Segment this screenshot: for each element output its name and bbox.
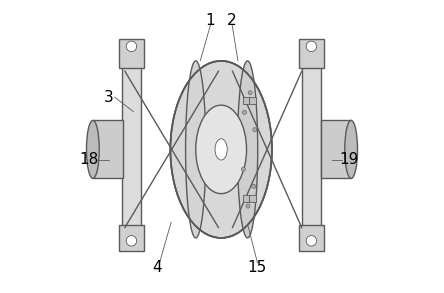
Bar bbox=[242, 97, 249, 104]
Text: 19: 19 bbox=[339, 152, 359, 167]
Bar bbox=[119, 225, 144, 251]
Text: 15: 15 bbox=[248, 260, 267, 275]
Circle shape bbox=[126, 41, 137, 52]
Text: 1: 1 bbox=[206, 13, 215, 28]
Bar bbox=[93, 120, 123, 178]
Text: 2: 2 bbox=[227, 13, 237, 28]
Bar bbox=[249, 195, 255, 202]
Circle shape bbox=[252, 184, 256, 188]
Bar bbox=[302, 51, 321, 239]
Circle shape bbox=[306, 41, 317, 52]
Ellipse shape bbox=[215, 139, 227, 160]
Text: 3: 3 bbox=[103, 90, 113, 105]
Bar bbox=[299, 39, 324, 68]
Circle shape bbox=[248, 91, 252, 95]
Ellipse shape bbox=[345, 120, 357, 178]
Ellipse shape bbox=[238, 61, 258, 238]
Circle shape bbox=[306, 236, 317, 246]
Bar bbox=[321, 120, 351, 178]
Ellipse shape bbox=[196, 105, 246, 194]
Text: 18: 18 bbox=[79, 152, 99, 167]
Circle shape bbox=[253, 128, 257, 132]
Text: 4: 4 bbox=[152, 260, 162, 275]
Ellipse shape bbox=[87, 120, 99, 178]
Bar bbox=[299, 225, 324, 251]
Ellipse shape bbox=[170, 61, 272, 238]
Circle shape bbox=[241, 167, 246, 171]
Ellipse shape bbox=[186, 61, 206, 238]
Circle shape bbox=[126, 236, 137, 246]
Bar bbox=[249, 97, 255, 104]
Bar bbox=[119, 39, 144, 68]
Circle shape bbox=[242, 110, 246, 115]
Circle shape bbox=[246, 204, 250, 208]
Bar bbox=[242, 195, 249, 202]
Bar bbox=[122, 51, 141, 239]
